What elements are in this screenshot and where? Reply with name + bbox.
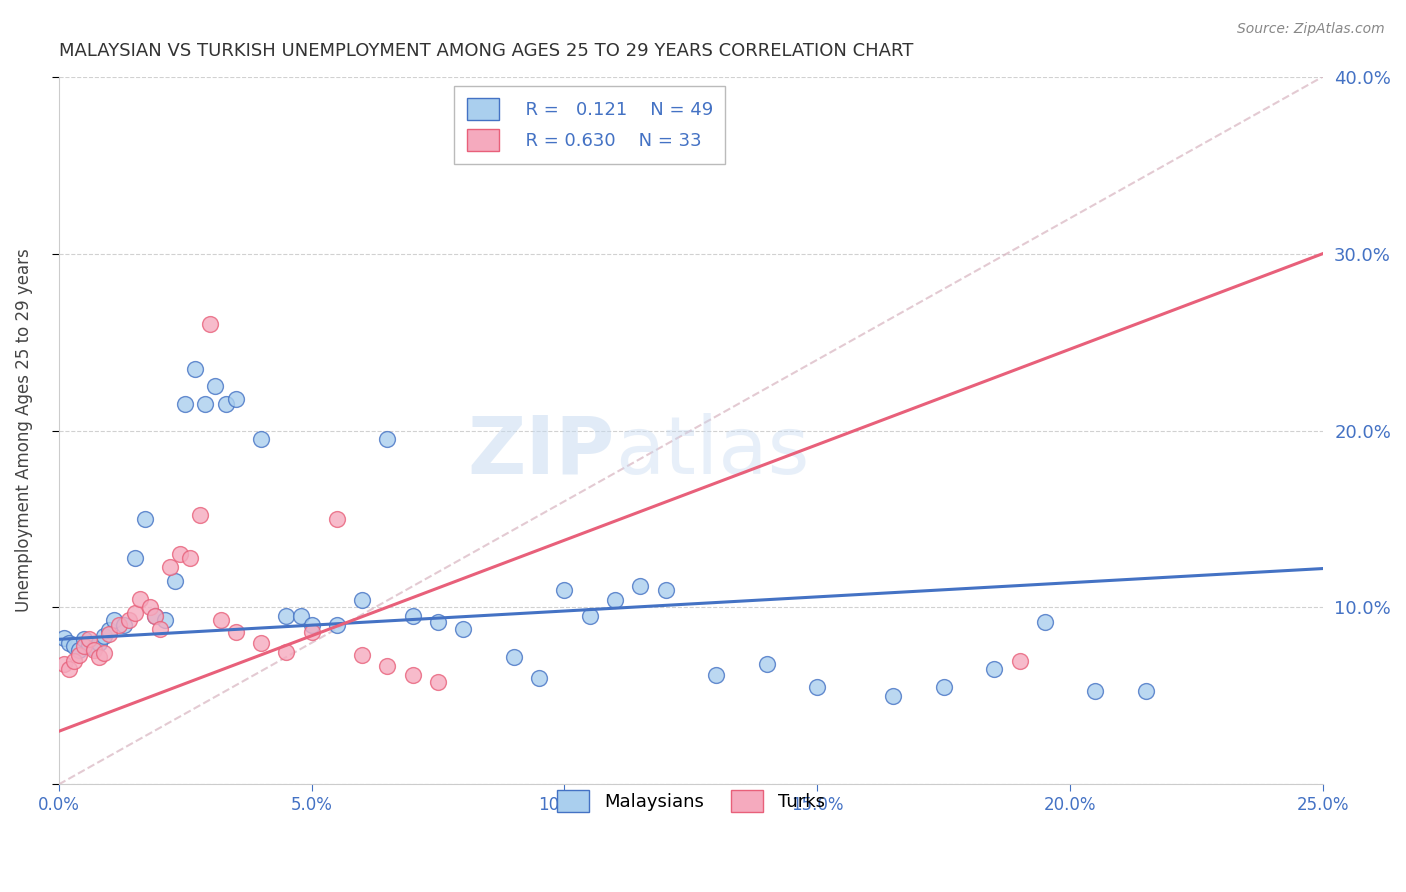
Point [89,636,111,650]
Point [225,392,247,406]
Point [427,674,450,689]
Point [326,618,349,632]
Point [103,613,125,627]
Point [704,667,727,681]
Point [983,662,1005,676]
Point [250,636,273,650]
Point [98,627,121,641]
Point [179,550,201,565]
Point [553,582,575,597]
Point [377,658,399,673]
Point [806,680,828,694]
Point [301,625,323,640]
Point [58,662,80,676]
Point [250,433,273,447]
Point [149,622,172,636]
Point [225,625,247,640]
Point [89,650,111,665]
Point [352,648,374,663]
Point [169,548,191,562]
Point [58,636,80,650]
Point [402,609,425,624]
Point [52,657,75,672]
Point [77,632,100,647]
Point [98,624,121,638]
Point [67,648,90,663]
Point [276,645,298,659]
Text: MALAYSIAN VS TURKISH UNEMPLOYMENT AMONG AGES 25 TO 29 YEARS CORRELATION CHART: MALAYSIAN VS TURKISH UNEMPLOYMENT AMONG … [59,42,912,60]
Point [352,593,374,607]
Point [118,613,141,627]
Point [628,579,651,593]
Point [63,654,86,668]
Point [502,650,524,665]
Point [204,379,226,393]
Point [209,613,232,627]
Point [654,582,676,597]
Point [214,397,236,411]
Point [128,591,150,606]
Point [108,618,131,632]
Point [184,361,207,376]
Point [882,689,904,703]
Point [159,559,181,574]
Point [163,574,186,588]
Point [932,680,955,694]
Point [301,618,323,632]
Point [451,622,474,636]
Point [174,397,197,411]
Point [402,667,425,681]
Text: ZIP: ZIP [468,413,614,491]
Text: atlas: atlas [614,413,810,491]
Point [83,641,105,656]
Point [290,609,312,624]
Point [153,613,176,627]
Text: Source: ZipAtlas.com: Source: ZipAtlas.com [1237,22,1385,37]
Point [114,618,136,632]
Point [1084,683,1107,698]
Point [527,671,550,685]
Point [276,609,298,624]
Point [143,609,166,624]
Y-axis label: Unemployment Among Ages 25 to 29 years: Unemployment Among Ages 25 to 29 years [15,249,32,613]
Point [427,615,450,629]
Point [134,512,156,526]
Point [63,640,86,654]
Point [194,397,217,411]
Legend: Malaysians, Turks: Malaysians, Turks [544,778,838,825]
Point [124,550,146,565]
Point [188,508,211,523]
Point [124,606,146,620]
Point [1008,654,1031,668]
Point [73,632,96,647]
Point [377,433,399,447]
Point [143,609,166,624]
Point [603,593,626,607]
Point [755,657,778,672]
Point [138,600,160,615]
Point [73,640,96,654]
Point [52,631,75,645]
Point [1135,683,1157,698]
Point [83,643,105,657]
Point [326,512,349,526]
Point [77,638,100,652]
Point [578,609,600,624]
Point [93,629,115,643]
Point [1033,615,1056,629]
Point [200,318,222,332]
Point [67,643,90,657]
Point [93,647,115,661]
